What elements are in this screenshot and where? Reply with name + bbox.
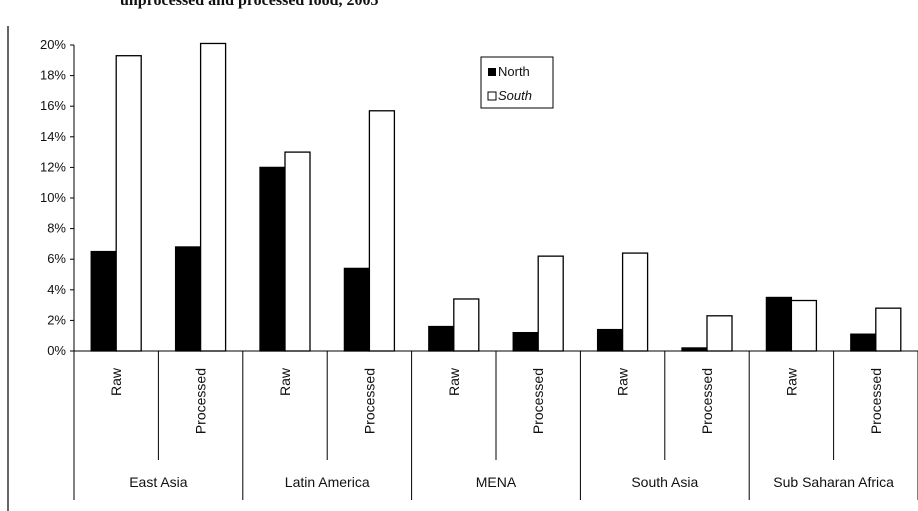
bar-south (706, 315, 733, 352)
bar-south (621, 252, 649, 352)
bar-south (790, 299, 818, 352)
bar-north (681, 347, 708, 352)
bar-north (174, 246, 202, 352)
y-tick-label: 8% (47, 221, 66, 236)
legend-swatch-south (487, 91, 497, 101)
bars-group (90, 42, 902, 352)
bar-north (850, 333, 877, 352)
bar-north (90, 250, 117, 352)
x-group-label: Sub Saharan Africa (773, 474, 894, 490)
y-tick-label: 2% (47, 312, 66, 327)
y-tick-label: 12% (40, 159, 66, 174)
bar-north (428, 325, 455, 352)
legend-label-south: South (498, 88, 532, 103)
bar-south (284, 151, 311, 352)
y-tick-label: 0% (47, 343, 66, 358)
x-subcategory-label: Raw (108, 367, 124, 396)
bar-south (537, 255, 564, 352)
x-subcategory-label: Processed (868, 368, 884, 434)
bar-north (343, 267, 371, 352)
x-group-label: East Asia (129, 474, 188, 490)
x-subcategory-label: Processed (193, 368, 209, 434)
x-subcategory-label: Raw (615, 367, 631, 396)
y-tick-label: 18% (40, 68, 66, 83)
bar-north (596, 328, 624, 352)
x-subcategory-label: Processed (699, 368, 715, 434)
bar-north (765, 296, 793, 352)
legend: North South (480, 56, 554, 109)
bar-north (512, 331, 539, 352)
y-tick-label: 14% (40, 129, 66, 144)
bar-south (199, 42, 227, 352)
chart-title: unprocessed and processed food, 2005 (120, 0, 379, 9)
x-group-label: MENA (476, 474, 517, 490)
x-axis-labels: Raw Processed Raw Processed Raw Processed Raw P… (73, 351, 918, 500)
y-tick-label: 6% (47, 251, 66, 266)
x-subcategory-label: Raw (783, 367, 799, 396)
x-group-label: South Asia (631, 474, 698, 490)
y-tick-label: 16% (40, 98, 66, 113)
x-subcategory-label: Processed (530, 368, 546, 434)
x-group-label: Latin America (285, 474, 370, 490)
x-subcategory-label: Raw (277, 367, 293, 396)
x-subcategory-label: Processed (361, 368, 377, 434)
bar-north (259, 166, 286, 352)
y-tick-label: 20% (40, 37, 66, 52)
y-tick-label: 10% (40, 190, 66, 205)
bar-south (875, 307, 902, 352)
legend-label-north: North (498, 64, 530, 79)
bar-south (115, 55, 142, 352)
bar-south (368, 110, 396, 352)
x-subcategory-label: Raw (446, 367, 462, 396)
bar-south (453, 298, 480, 352)
legend-swatch-north (488, 68, 496, 76)
y-tick-label: 4% (47, 282, 66, 297)
